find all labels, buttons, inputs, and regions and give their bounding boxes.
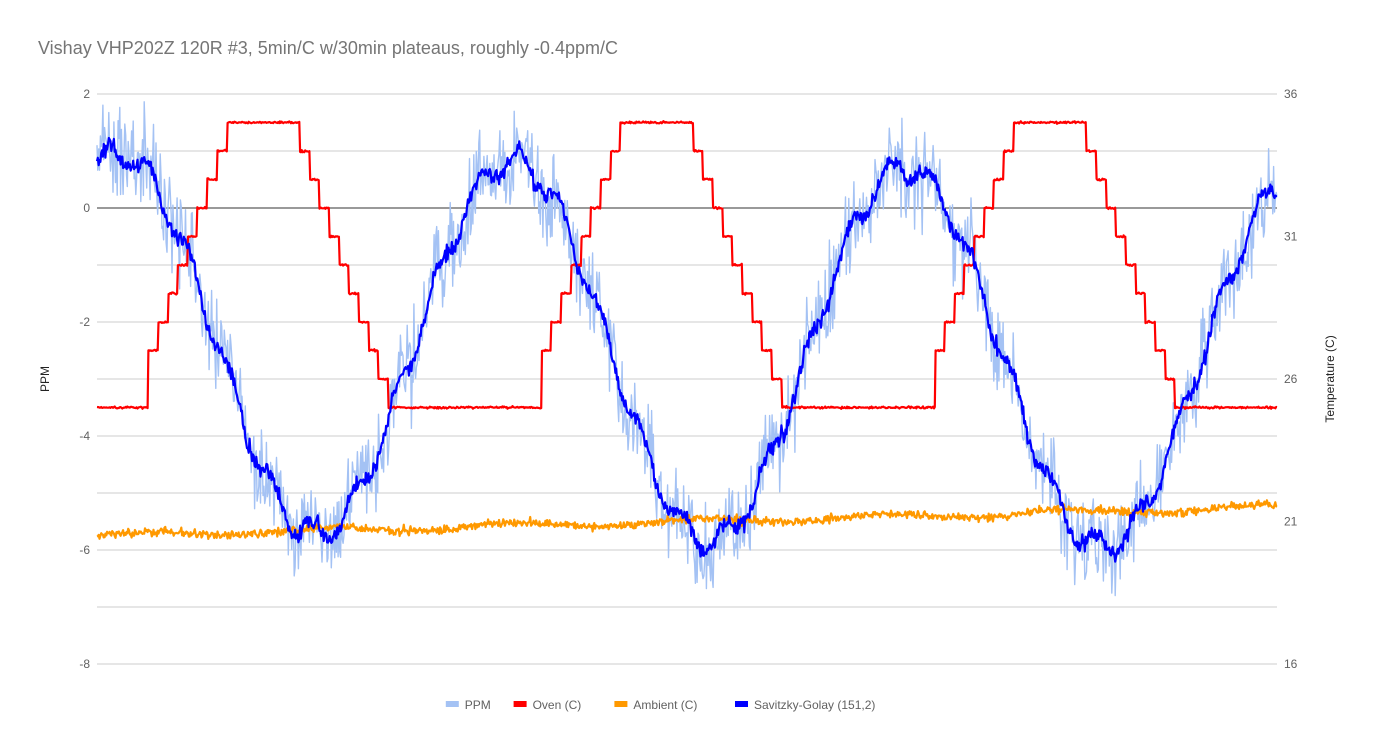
left-axis-title: PPM bbox=[38, 366, 52, 392]
left-axis-ticks: 2 0 -2 -4 -6 -8 bbox=[79, 87, 90, 671]
legend-swatch bbox=[735, 701, 748, 707]
legend-swatch bbox=[614, 701, 628, 707]
right-tick-label: 31 bbox=[1284, 230, 1298, 244]
legend-label: PPM bbox=[465, 698, 491, 712]
left-tick-label: -6 bbox=[79, 543, 90, 557]
legend-label: Ambient (C) bbox=[633, 698, 697, 712]
legend-label: Savitzky-Golay (151,2) bbox=[754, 698, 875, 712]
left-tick-label: 2 bbox=[83, 87, 90, 101]
left-tick-label: -8 bbox=[79, 657, 90, 671]
series-line-savitzky-golay bbox=[95, 136, 1278, 563]
left-tick-label: -4 bbox=[79, 429, 90, 443]
right-axis-title: Temperature (C) bbox=[1323, 335, 1337, 422]
series-lines bbox=[95, 101, 1278, 597]
chart-title: Vishay VHP202Z 120R #3, 5min/C w/30min p… bbox=[38, 38, 618, 58]
right-axis-ticks: 36 31 26 21 16 bbox=[1284, 87, 1298, 671]
legend: PPM Oven (C) Ambient (C) Savitzky-Golay (15… bbox=[445, 698, 875, 712]
series-line-oven bbox=[96, 120, 1278, 410]
right-tick-label: 21 bbox=[1284, 515, 1298, 529]
right-tick-label: 16 bbox=[1284, 657, 1298, 671]
left-tick-label: 0 bbox=[83, 201, 90, 215]
legend-label: Oven (C) bbox=[533, 698, 582, 712]
right-tick-label: 26 bbox=[1284, 372, 1298, 386]
right-tick-label: 36 bbox=[1284, 87, 1298, 101]
legend-swatch bbox=[513, 701, 527, 707]
legend-swatch bbox=[445, 701, 459, 707]
left-tick-label: -2 bbox=[79, 315, 90, 329]
